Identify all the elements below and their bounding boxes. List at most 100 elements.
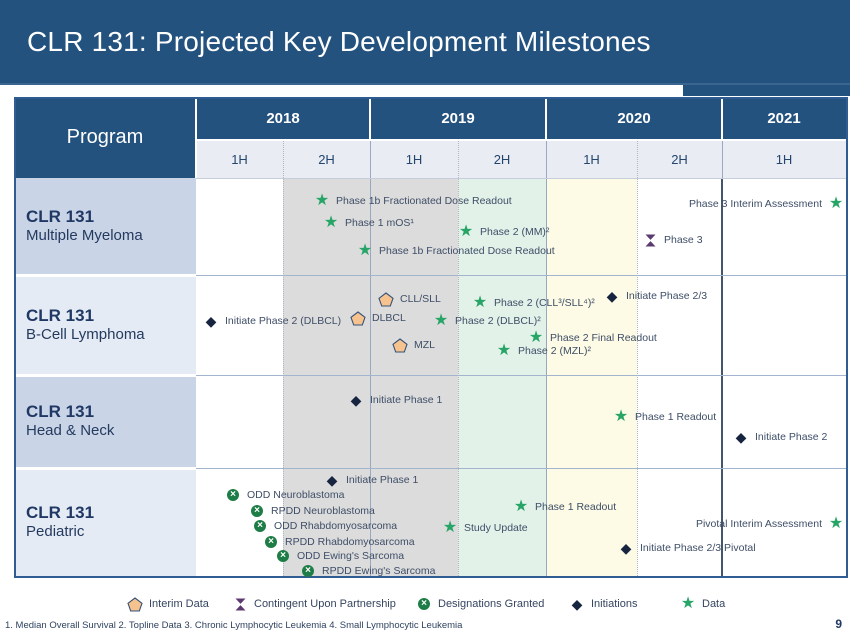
program-cell-2: CLR 131 Head & Neck [14,375,196,468]
legend-item-designation: × Designations Granted [415,595,544,613]
milestone-interim: DLBCL [349,309,406,327]
half-header-2018-1H: 1H [196,140,283,178]
initiation-diamond-icon: ◆ [326,472,338,488]
half-header-2019-1H: 1H [370,140,458,178]
program-header-label: Program [66,126,144,148]
milestone-label: Phase 2 (DLBCL)² [455,314,541,327]
initiation-diamond-icon: ◆ [620,540,632,556]
contingent-hourglass-icon [641,231,659,249]
program-indication: Multiple Myeloma [26,227,143,245]
title-bar-accent [683,85,850,96]
milestone-data: ★ Phase 3 Interim Assessment [689,195,845,213]
milestone-label: MZL [414,338,435,351]
year-header-2018: 2018 [196,97,370,140]
milestone-data: ★ Phase 1 Readout [512,498,616,516]
grid-vline-9 [545,97,547,140]
year-label: 2021 [767,110,801,127]
program-name: CLR 131 [26,402,95,422]
program-name: CLR 131 [26,502,95,522]
milestone-data: ★ Phase 1b Fractionated Dose Readout [313,192,512,210]
milestone-label: RPDD Neuroblastoma [271,504,375,517]
milestone-label: Initiate Phase 2/3 [626,289,708,302]
milestone-label: Initiate Phase 1 [346,473,419,486]
data-star-icon: ★ [680,595,696,612]
milestone-label: DLBCL [372,311,406,324]
year-label: 2019 [441,110,475,127]
program-cell-1: CLR 131 B-Cell Lymphoma [14,275,196,375]
milestone-label: Phase 1 Readout [635,410,717,423]
milestone-data: ★ Phase 2 (CLL³/SLL⁴)² [471,294,595,312]
milestone-data: ★ Phase 1 Readout [612,408,716,426]
milestone-interim: MZL [391,336,435,354]
data-star-icon: ★ [828,195,844,212]
milestone-designation: × RPDD Neuroblastoma [248,502,375,520]
designation-circle-x-icon: × [277,550,289,562]
milestone-label: Phase 1b Fractionated Dose Readout [336,194,512,207]
milestone-contingent: Phase 3 [641,231,703,249]
milestone-designation: × ODD Ewing's Sarcoma [274,547,404,565]
program-cell-3: CLR 131 Pediatric [14,468,196,576]
milestone-initiation: ◆ Initiate Phase 2 (DLBCL) [202,312,342,330]
initiation-diamond-icon: ◆ [735,429,747,445]
half-header-2018-2H: 2H [283,140,370,178]
legend-item-contingent: Contingent Upon Partnership [231,595,396,613]
milestone-label: Phase 3 [664,233,703,246]
milestone-initiation: ◆ Initiate Phase 1 [323,471,419,489]
milestone-label: RPDD Rhabdomyosarcoma [285,535,415,548]
contingent-hourglass-icon [231,595,249,613]
data-star-icon: ★ [314,192,330,209]
milestone-designation: × RPDD Rhabdomyosarcoma [262,533,415,551]
grid-vline-7 [195,97,197,178]
grid-hline-2 [196,275,846,276]
data-star-icon: ★ [442,519,458,536]
milestone-label: Initiate Phase 2 (DLBCL) [225,314,342,327]
half-header-2020-1H: 1H [546,140,637,178]
milestone-initiation: ◆ Initiate Phase 2/3 [603,287,708,305]
page-title: CLR 131: Projected Key Development Miles… [27,25,651,57]
legend-item-data: ★ Data [679,595,725,613]
milestone-data: ★ Phase 1b Fractionated Dose Readout [356,242,555,260]
milestone-data: ★ Phase 1 mOS¹ [322,214,414,232]
milestone-designation: × ODD Rhabdomyosarcoma [251,517,397,535]
year-header-2020: 2020 [546,97,722,140]
designation-circle-x-icon: × [418,598,430,610]
milestone-label: Phase 2 Final Readout [550,331,657,344]
milestone-initiation: ◆ Initiate Phase 2/3 Pivotal [617,539,756,557]
data-star-icon: ★ [433,312,449,329]
milestone-initiation: ◆ Initiate Phase 1 [347,391,443,409]
program-indication: B-Cell Lymphoma [26,325,145,343]
period-band-2 [546,178,637,576]
program-indication: Pediatric [26,522,85,540]
page-number: 9 [835,617,842,631]
data-star-icon: ★ [613,408,629,425]
initiation-diamond-icon: ◆ [350,392,362,408]
interim-data-pentagon-icon [377,290,395,308]
title-bar: CLR 131: Projected Key Development Miles… [0,0,850,85]
legend-label: Contingent Upon Partnership [254,597,396,610]
half-header-2019-2H: 2H [458,140,546,178]
program-cell-0: CLR 131 Multiple Myeloma [14,178,196,275]
milestone-label: ODD Rhabdomyosarcoma [274,519,398,532]
milestone-data: ★ Study Update [441,519,528,537]
milestone-interim: CLL/SLL [377,290,441,308]
initiation-diamond-icon: ◆ [606,288,618,304]
milestone-data: ★ Phase 2 (MM)² [457,223,550,241]
legend-label: Interim Data [149,597,209,610]
data-star-icon: ★ [458,223,474,240]
grid-vline-6 [637,140,638,576]
data-star-icon: ★ [496,342,512,359]
grid-vline-3 [721,178,723,576]
half-label: 2H [671,151,688,167]
designation-circle-x-icon: × [254,520,266,532]
milestone-label: Pivotal Interim Assessment [695,517,822,530]
grid-vline-0 [370,140,371,576]
data-star-icon: ★ [528,329,544,346]
milestone-data: ★ Phase 2 (DLBCL)² [432,312,541,330]
legend-label: Designations Granted [438,597,545,610]
year-label: 2020 [617,110,651,127]
milestone-designation: × RPDD Ewing's Sarcoma [299,562,435,580]
legend-item-interim: Interim Data [126,595,209,613]
designation-circle-x-icon: × [265,536,277,548]
data-star-icon: ★ [828,515,844,532]
milestone-initiation: ◆ Initiate Phase 2 [732,428,828,446]
